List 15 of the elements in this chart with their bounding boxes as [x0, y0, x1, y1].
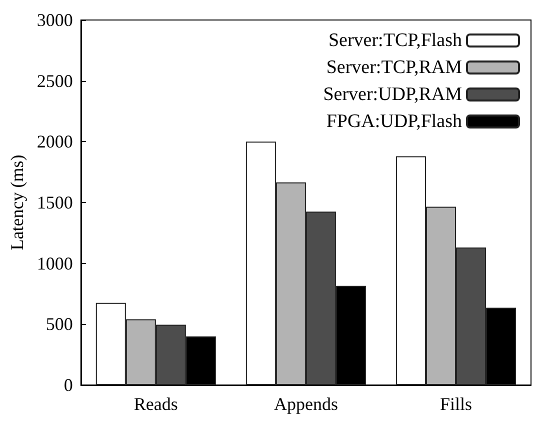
y-tick-label: 1500 [36, 192, 73, 212]
legend-label: Server:UDP,RAM [323, 84, 462, 105]
legend-label: Server:TCP,Flash [328, 30, 462, 51]
y-tick-label: 2500 [36, 70, 73, 91]
x-tick-label: Appends [274, 394, 338, 414]
y-tick-label: 2000 [36, 132, 73, 152]
y-tick-label: 0 [64, 375, 73, 395]
x-tick-label: Reads [134, 394, 178, 414]
y-axis-title: Latency (ms) [7, 154, 27, 250]
legend-label: Server:TCP,RAM [326, 57, 462, 78]
x-tick-label: Fills [440, 394, 472, 414]
y-tick-label: 1000 [36, 253, 73, 274]
legend-label: FPGA:UDP,Flash [326, 111, 462, 132]
y-tick-label: 500 [46, 314, 73, 334]
y-tick-label: 3000 [36, 10, 73, 30]
